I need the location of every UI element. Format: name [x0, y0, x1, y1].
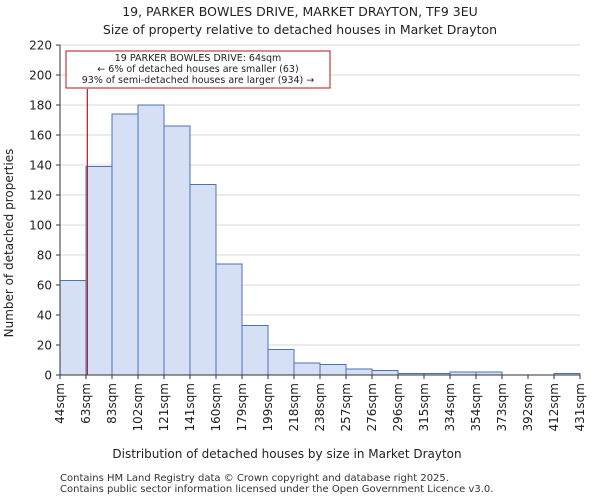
- histogram-bar: [189, 184, 217, 376]
- x-tick-label: 276sqm: [365, 383, 379, 431]
- histogram-bar: [137, 104, 165, 376]
- histogram-bar: [215, 263, 243, 376]
- annotation-border: [65, 50, 331, 89]
- x-tick-label: 199sqm: [261, 383, 275, 431]
- y-tick-label: 180: [29, 99, 52, 113]
- histogram-bar: [241, 325, 269, 376]
- x-tick-label: 141sqm: [183, 383, 197, 431]
- histogram-bar: [371, 370, 399, 376]
- histogram-bar: [59, 280, 87, 376]
- y-axis-label: Number of detached properties: [2, 149, 16, 338]
- x-tick-label: 44sqm: [53, 383, 67, 424]
- x-tick-label: 334sqm: [443, 383, 457, 431]
- x-tick-label: 315sqm: [417, 383, 431, 431]
- y-tick-label: 120: [29, 189, 52, 203]
- axes: [56, 44, 581, 379]
- x-tick-label: 160sqm: [209, 383, 223, 431]
- footer: Contains HM Land Registry data © Crown c…: [60, 473, 493, 495]
- annotation-line1: 19 PARKER BOWLES DRIVE: 64sqm: [115, 53, 282, 64]
- x-tick-label: 83sqm: [105, 383, 119, 424]
- histogram-bar: [111, 113, 139, 376]
- footer-line1: Contains HM Land Registry data © Crown c…: [60, 473, 449, 484]
- histogram-bar: [163, 125, 191, 376]
- chart-title: 19, PARKER BOWLES DRIVE, MARKET DRAYTON,…: [0, 3, 600, 39]
- y-tick-labels: 0 20 40 60 80 100 120 140 160 180 200 220: [29, 39, 52, 383]
- x-tick-label: 102sqm: [131, 383, 145, 431]
- y-tick-label: 160: [29, 129, 52, 143]
- histogram-bar: [345, 368, 373, 376]
- y-tick-label: 200: [29, 69, 52, 83]
- x-tick-label: 257sqm: [339, 383, 353, 431]
- annotation-box: 19 PARKER BOWLES DRIVE: 64sqm ← 6% of de…: [65, 50, 331, 89]
- x-axis-label: Distribution of detached houses by size …: [112, 447, 461, 461]
- x-tick-label: 412sqm: [547, 383, 561, 431]
- x-tick-label: 392sqm: [521, 383, 535, 431]
- x-tick-label: 218sqm: [287, 383, 301, 431]
- x-tick-label: 354sqm: [469, 383, 483, 431]
- y-tick-label: 140: [29, 159, 52, 173]
- y-tick-label: 60: [37, 279, 52, 293]
- y-tick-label: 100: [29, 219, 52, 233]
- chart-title-line2: Size of property relative to detached ho…: [102, 22, 498, 37]
- x-tick-label: 431sqm: [573, 383, 587, 431]
- x-tick-label: 63sqm: [79, 383, 93, 424]
- histogram-bar: [319, 364, 347, 376]
- y-tick-label: 80: [37, 249, 52, 263]
- x-tick-label: 296sqm: [391, 383, 405, 431]
- y-tick-label: 220: [29, 39, 52, 53]
- histogram-chart: 0 20 40 60 80 100 120 140 160 180 200 220 44sqm 63sq…: [2, 39, 587, 462]
- y-tick-label: 40: [37, 309, 52, 323]
- x-tick-label: 373sqm: [495, 383, 509, 431]
- histogram-bar: [85, 166, 113, 376]
- x-tick-label: 179sqm: [235, 383, 249, 431]
- x-tick-label: 238sqm: [313, 383, 327, 431]
- x-tick-label: 121sqm: [157, 383, 171, 431]
- annotation-line2: ← 6% of detached houses are smaller (63): [97, 64, 298, 75]
- footer-line2: Contains public sector information licen…: [60, 484, 494, 495]
- x-tick-labels: 44sqm 63sqm 83sqm 102sqm 121sqm 141sqm 160sqm 1…: [53, 383, 587, 431]
- chart-title-line1: 19, PARKER BOWLES DRIVE, MARKET DRAYTON,…: [122, 4, 478, 19]
- bars: [59, 104, 581, 376]
- histogram-bar: [293, 362, 321, 376]
- histogram-bar: [267, 349, 295, 376]
- y-tick-label: 20: [37, 339, 52, 353]
- y-tick-label: 0: [44, 369, 52, 383]
- annotation-line3: 93% of semi-detached houses are larger (…: [82, 75, 315, 86]
